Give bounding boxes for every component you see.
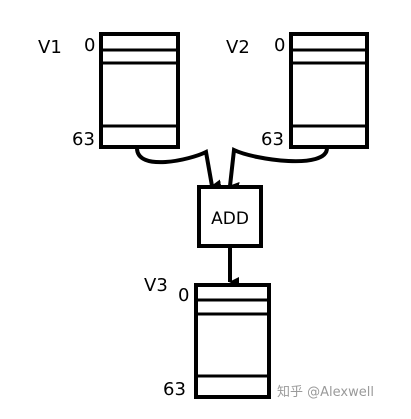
register-v1-name: V1 bbox=[38, 37, 62, 58]
register-v2-bottom-index: 63 bbox=[261, 129, 284, 150]
register-v3-name: V3 bbox=[144, 275, 168, 296]
register-v1-bottom-index: 63 bbox=[72, 129, 95, 150]
register-v1: V1 0 63 bbox=[38, 32, 180, 150]
register-v3-body bbox=[194, 283, 271, 399]
register-v3-top-index: 0 bbox=[178, 285, 189, 306]
register-v1-body bbox=[99, 32, 180, 149]
register-v2-body bbox=[289, 32, 369, 149]
add-unit-label: ADD bbox=[211, 209, 249, 229]
watermark-text: 知乎 @Alexwell bbox=[277, 384, 374, 400]
connector-v1-to-add bbox=[135, 147, 222, 190]
connector-v2-to-add bbox=[228, 146, 329, 192]
add-unit: ADD bbox=[197, 185, 263, 248]
register-v3-bottom-index: 63 bbox=[163, 379, 186, 400]
register-v1-top-index: 0 bbox=[84, 35, 95, 56]
register-v2-name: V2 bbox=[226, 37, 250, 58]
register-v2: V2 0 63 bbox=[226, 32, 369, 150]
register-v2-top-index: 0 bbox=[274, 35, 285, 56]
register-v3: V3 0 63 bbox=[144, 275, 271, 400]
